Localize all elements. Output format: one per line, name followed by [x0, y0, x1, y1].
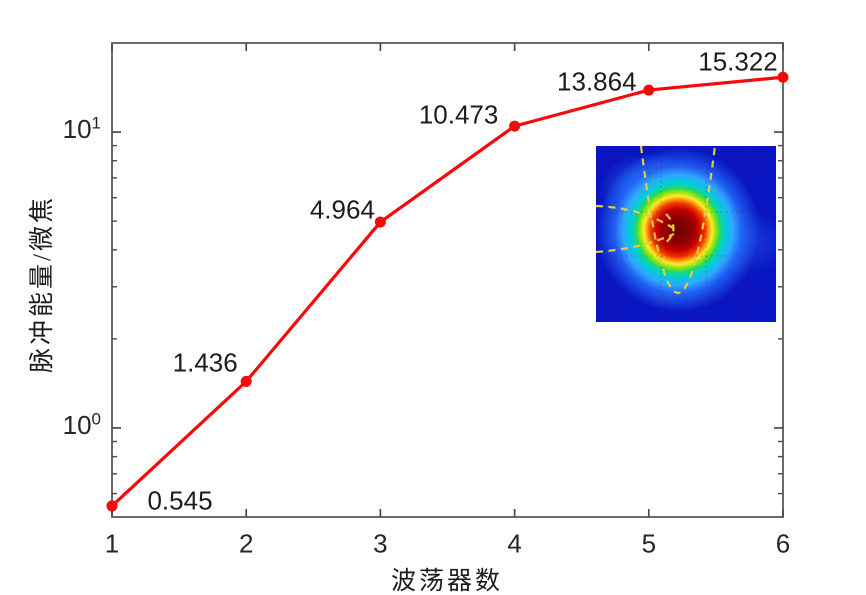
x-axis-title: 波荡器数	[390, 568, 504, 595]
x-tick-label: 3	[373, 528, 388, 559]
beam-profile-inset	[596, 146, 776, 322]
x-tick-label: 4	[507, 528, 522, 559]
inset-parabola-dashed	[639, 146, 717, 294]
data-point-marker	[777, 71, 789, 83]
x-tick-label: 5	[641, 528, 657, 559]
beam-overlay-dashed-lines	[596, 146, 776, 322]
inset-crosshair-lower-dashed	[596, 232, 675, 254]
data-point-label: 4.964	[309, 194, 375, 225]
x-tick-label: 6	[775, 528, 791, 559]
axes-box	[111, 42, 784, 518]
data-point-label: 15.322	[698, 46, 778, 77]
data-point-marker	[106, 500, 118, 512]
data-point-label: 13.864	[557, 66, 637, 97]
y-tick-label: 101	[62, 113, 101, 145]
data-point-marker	[509, 120, 521, 132]
data-point-label: 10.473	[418, 99, 499, 130]
x-tick-label: 1	[104, 528, 120, 559]
data-point-marker	[643, 84, 655, 96]
series-line	[110, 75, 784, 508]
data-point-marker	[374, 216, 386, 228]
y-axis-title: 脉冲能量/微焦	[29, 195, 56, 373]
inset-crosshair-upper-dashed	[596, 204, 677, 231]
inset-center-arc-dashed	[663, 213, 675, 245]
data-point-marker	[240, 375, 252, 387]
x-tick-label: 2	[238, 528, 254, 559]
data-point-label: 0.545	[147, 485, 213, 516]
beam-heatmap	[596, 146, 776, 322]
y-tick-label: 100	[62, 409, 101, 440]
data-point-label: 1.436	[172, 347, 238, 378]
